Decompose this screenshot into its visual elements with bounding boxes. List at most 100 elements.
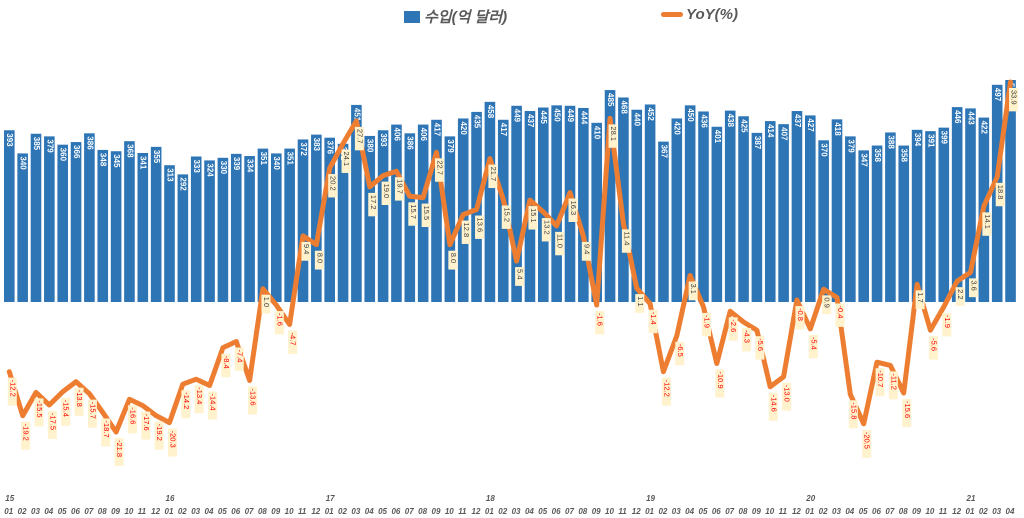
yoy-label-bg [61,397,71,426]
yoy-label-bg [475,215,485,239]
bar [724,110,736,303]
yoy-label-bg [154,421,164,450]
yoy-value-label: -15.4 [62,400,71,417]
yoy-value-label: 0.9 [823,297,832,307]
x-year-label: 19 [646,494,655,503]
yoy-value-label: 2.2 [956,289,965,299]
bar-value-label: 340 [19,156,28,170]
yoy-label-bg [408,202,418,226]
bar-value-label: 437 [526,114,535,128]
bar [30,133,42,302]
line-swatch-icon [661,12,683,17]
x-month-label: 10 [445,507,454,516]
x-month-label: 03 [191,507,200,516]
x-year-label: 15 [5,494,14,503]
x-month-label: 05 [378,507,387,516]
yoy-label-bg [221,353,231,378]
yoy-value-label: 15.5 [422,206,431,221]
bar-value-label: 368 [125,144,134,158]
bar-value-label: 372 [299,142,308,156]
yoy-label-bg [648,309,658,334]
bar-value-label: 333 [192,159,201,173]
yoy-value-label: 14.1 [983,214,992,229]
bar [204,160,215,302]
yoy-value-label: 27.7 [355,129,364,144]
yoy-label-bg [808,334,818,359]
bar [44,136,55,302]
x-month-label: 03 [832,507,841,516]
yoy-value-label: 33.9 [1010,90,1019,105]
bar-value-label: 347 [860,153,869,167]
x-month-label: 04 [365,507,374,516]
yoy-value-label: 15.2 [502,207,511,222]
bar-value-label: 406 [419,128,428,142]
yoy-label-bg [435,158,444,182]
yoy-value-label: 9.4 [302,244,311,254]
yoy-label-bg [381,181,391,205]
yoy-label-bg [488,164,498,189]
yoy-value-label: -13.8 [75,390,84,407]
x-month-label: 02 [338,507,347,516]
yoy-label-bg [688,281,698,301]
x-month-label: 02 [658,507,667,516]
bar-value-label: 497 [993,88,1002,102]
bar-value-label: 443 [966,111,975,125]
bar [164,165,175,302]
yoy-label-bg [675,341,685,366]
x-month-label: 12 [632,507,641,516]
bar [791,111,803,302]
yoy-label-bg [114,438,124,466]
bar [684,105,696,302]
bar [271,153,282,302]
bar [845,136,856,302]
bar-value-label: 452 [646,107,655,121]
yoy-label-bg [181,390,191,419]
bar-value-label: 417 [432,123,441,137]
x-month-label: 09 [111,507,120,516]
bar [150,146,162,302]
bar [551,105,562,302]
yoy-value-label: -14.6 [769,395,778,412]
x-month-label: 01 [4,507,13,516]
bar-value-label: 388 [886,135,895,149]
x-month-label: 06 [391,507,400,516]
yoy-value-label: -8.4 [222,356,231,369]
bar [97,149,109,302]
bar [230,153,242,302]
yoy-label-bg [862,429,872,458]
legend-bar-label: 수입(억 달러) [424,9,508,26]
bar-value-label: 313 [165,168,174,182]
yoy-value-label: 3.6 [970,280,979,290]
bar [831,119,843,302]
yoy-value-label: -19.2 [155,424,164,441]
yoy-value-label: -2.6 [729,319,738,332]
yoy-label-bg [768,392,778,421]
yoy-value-label: -6.5 [676,344,685,357]
x-year-label: 20 [805,494,815,503]
x-month-label: 09 [432,507,441,516]
x-month-label: 07 [565,507,574,516]
x-month-label: 03 [672,507,681,516]
bar-value-label: 450 [553,108,562,122]
x-month-label: 08 [739,507,748,516]
bar [297,139,309,302]
yoy-value-label: -12.2 [8,380,17,397]
x-month-label: 12 [311,507,320,516]
bar-value-label: 410 [593,126,602,140]
yoy-value-label: -13.0 [783,385,792,402]
x-month-label: 10 [765,507,774,516]
bar-value-label: 376 [326,141,335,155]
yoy-label-bg [168,428,177,457]
x-month-label: 11 [618,507,627,516]
yoy-value-label: -15.8 [849,402,858,419]
x-month-label: 11 [298,507,307,516]
yoy-label-bg [101,418,111,447]
yoy-label-bg [982,212,992,236]
bar [70,142,82,302]
bar-value-label: 379 [846,139,855,153]
x-month-label: 01 [966,507,975,516]
bar [457,118,469,302]
x-year-label: 21 [966,494,976,503]
yoy-value-label: -1.9 [703,315,712,328]
yoy-label-bg [47,410,57,439]
